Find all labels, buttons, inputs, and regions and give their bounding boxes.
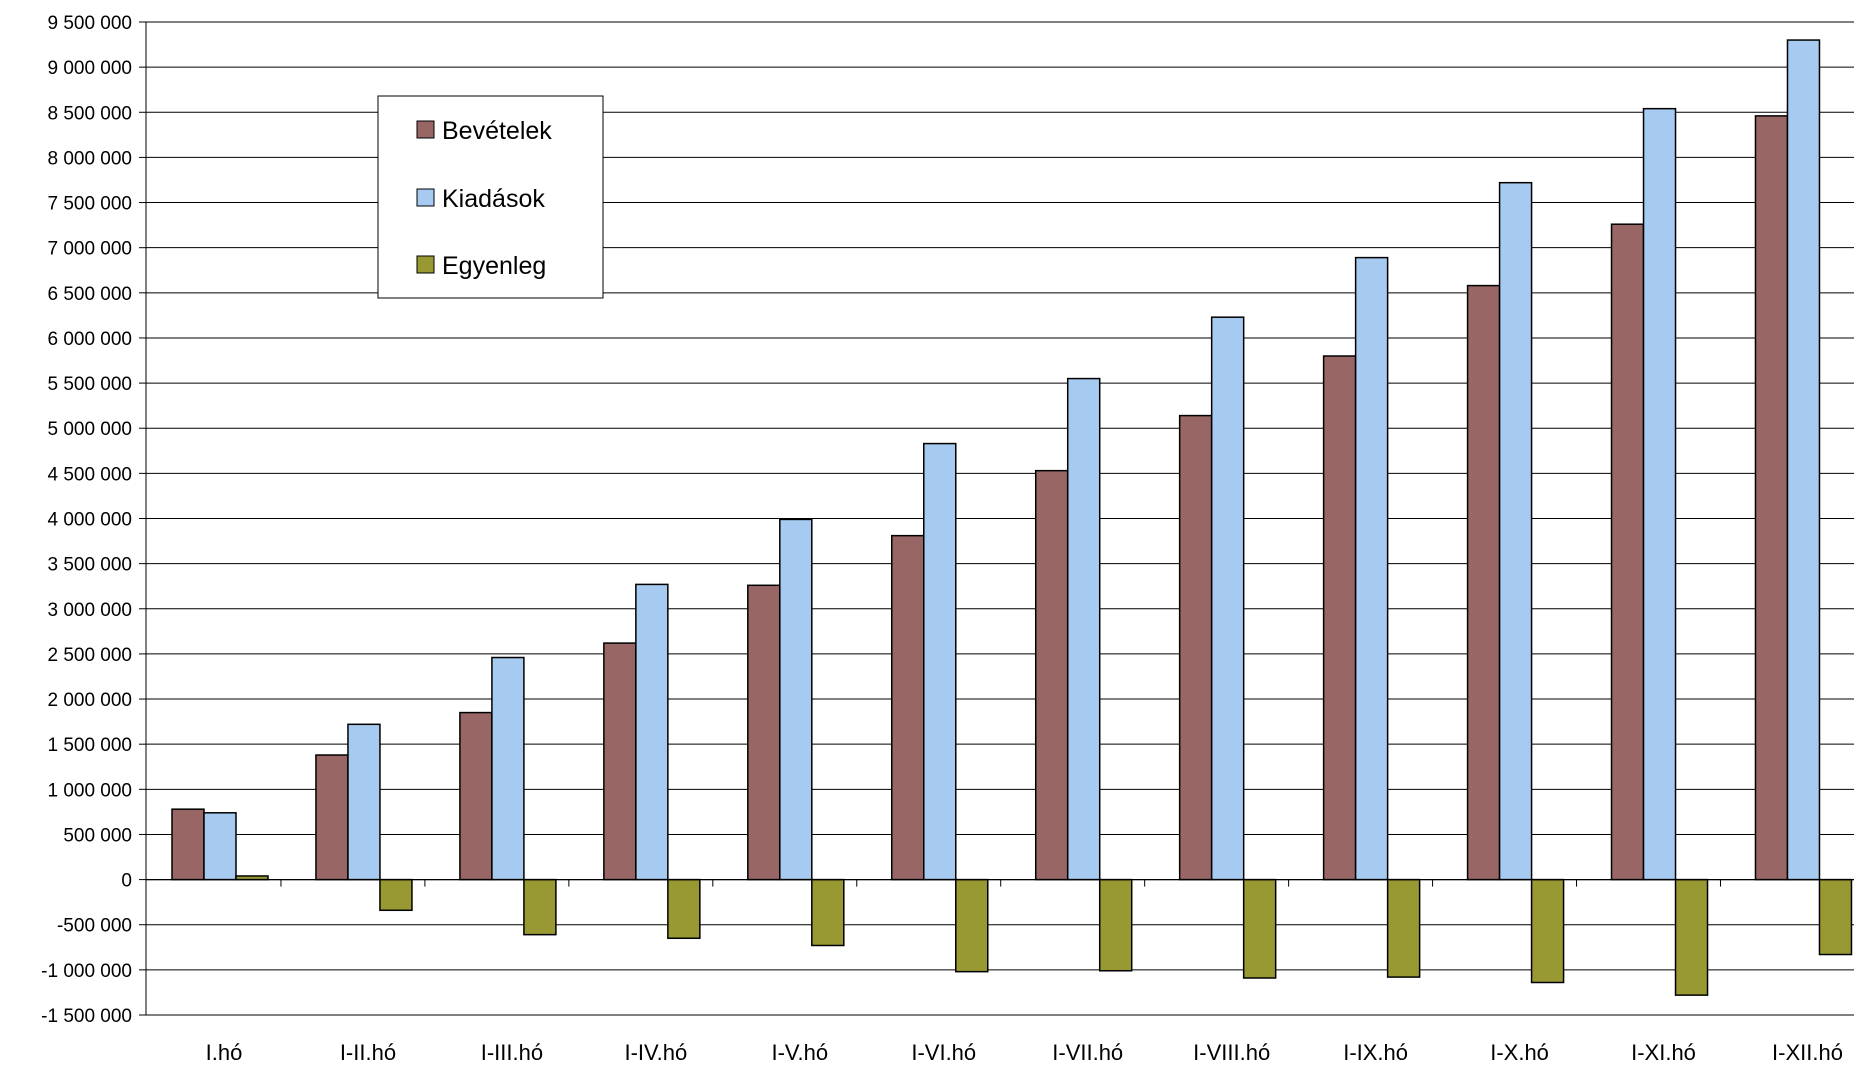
legend-swatch-bevetelek bbox=[416, 120, 435, 139]
bar-bevetelek bbox=[1754, 115, 1789, 881]
bar-egyenleg bbox=[523, 878, 557, 936]
y-axis-tick-labels: 9 500 000 9 000 000 8 500 000 8 000 000 7 50… bbox=[41, 13, 132, 1027]
y-tick-label: -500 000 bbox=[57, 916, 132, 937]
bar-egyenleg bbox=[1098, 878, 1133, 972]
legend-label-kiadasok: Kiadások bbox=[442, 185, 545, 213]
x-tick-label: I-VI.hó bbox=[911, 1040, 976, 1065]
y-tick-label: 4 000 000 bbox=[47, 510, 132, 531]
y-tick-label: 7 000 000 bbox=[47, 239, 132, 260]
y-tick-label: 1 500 000 bbox=[47, 735, 132, 756]
bar-bevetelek bbox=[1178, 414, 1213, 881]
bar-kiadasok bbox=[923, 442, 957, 881]
y-tick-label: 0 bbox=[121, 871, 132, 892]
x-tick-label: I-IV.hó bbox=[624, 1040, 687, 1065]
bar-bevetelek bbox=[315, 754, 349, 881]
y-tick-label: 4 500 000 bbox=[47, 464, 132, 485]
bar-kiadasok bbox=[1210, 316, 1245, 881]
y-tick-label: 2 000 000 bbox=[47, 690, 132, 711]
bar-kiadasok bbox=[491, 656, 525, 881]
y-tick-label: 7 500 000 bbox=[47, 194, 132, 215]
y-tick-label: -1 500 000 bbox=[41, 1006, 132, 1027]
x-tick-label: I-XII.hó bbox=[1772, 1040, 1843, 1065]
legend-swatch-egyenleg bbox=[416, 255, 435, 274]
bar-bevetelek bbox=[603, 642, 637, 881]
y-tick-label: 500 000 bbox=[63, 825, 132, 846]
bars bbox=[171, 39, 1853, 996]
bar-egyenleg bbox=[1242, 878, 1277, 979]
legend-box bbox=[377, 95, 604, 299]
bar-bevetelek bbox=[171, 808, 205, 881]
y-tick-label: 1 000 000 bbox=[47, 780, 132, 801]
bar-bevetelek bbox=[1466, 284, 1501, 881]
y-tick-label: 8 000 000 bbox=[47, 148, 132, 169]
y-tick-label: 9 000 000 bbox=[47, 58, 132, 79]
x-tick-label: I-III.hó bbox=[481, 1040, 543, 1065]
bar-kiadasok bbox=[1498, 181, 1533, 881]
bar-egyenleg bbox=[1818, 878, 1853, 956]
bar-kiadasok bbox=[1642, 107, 1677, 881]
x-tick-label: I-VII.hó bbox=[1052, 1040, 1123, 1065]
x-tick-label: I-IX.hó bbox=[1343, 1040, 1408, 1065]
bar-egyenleg bbox=[1386, 878, 1421, 978]
bar-kiadasok bbox=[203, 812, 237, 881]
y-tick-label: 6 500 000 bbox=[47, 284, 132, 305]
y-tick-label: 6 000 000 bbox=[47, 329, 132, 350]
y-tick-label: 2 500 000 bbox=[47, 645, 132, 666]
bar-bevetelek bbox=[1034, 469, 1069, 881]
bar-kiadasok bbox=[1066, 377, 1101, 881]
x-axis-tick-labels: I.hó I-II.hó I-III.hó I-IV.hó I-V.hó I-VI.hó I… bbox=[206, 1040, 1843, 1065]
bar-kiadasok bbox=[779, 518, 813, 881]
bar-egyenleg bbox=[379, 878, 413, 912]
bar-bevetelek bbox=[459, 711, 493, 881]
y-tick-label: 5 500 000 bbox=[47, 374, 132, 395]
bar-kiadasok bbox=[1354, 256, 1389, 881]
y-tick-label: 9 500 000 bbox=[47, 13, 132, 34]
bar-bevetelek bbox=[747, 584, 781, 881]
bar-bevetelek bbox=[1322, 355, 1357, 881]
bar-egyenleg bbox=[811, 878, 845, 947]
x-tick-label: I-XI.hó bbox=[1631, 1040, 1696, 1065]
bar-egyenleg bbox=[955, 878, 989, 973]
bar-egyenleg bbox=[1674, 878, 1709, 996]
legend: Bevételek Kiadások Egyenleg bbox=[377, 95, 604, 299]
y-tick-label: 8 500 000 bbox=[47, 103, 132, 124]
bar-egyenleg bbox=[667, 878, 701, 940]
bar-kiadasok bbox=[1786, 39, 1821, 881]
y-tick-label: 3 500 000 bbox=[47, 555, 132, 576]
bar-kiadasok bbox=[635, 583, 669, 881]
bar-egyenleg bbox=[1530, 878, 1565, 984]
bar-bevetelek bbox=[1610, 223, 1645, 881]
legend-label-egyenleg: Egyenleg bbox=[442, 252, 546, 280]
x-tick-label: I-V.hó bbox=[771, 1040, 828, 1065]
legend-swatch-kiadasok bbox=[416, 188, 435, 207]
x-tick-label: I.hó bbox=[206, 1040, 243, 1065]
bar-bevetelek bbox=[891, 534, 925, 881]
x-tick-label: I-VIII.hó bbox=[1193, 1040, 1270, 1065]
y-tick-label: -1 000 000 bbox=[41, 961, 132, 982]
x-tick-label: I-X.hó bbox=[1490, 1040, 1549, 1065]
legend-label-bevetelek: Bevételek bbox=[442, 117, 552, 145]
bar-kiadasok bbox=[347, 723, 381, 881]
y-tick-label: 5 000 000 bbox=[47, 419, 132, 440]
y-tick-label: 3 000 000 bbox=[47, 600, 132, 621]
x-tick-label: I-II.hó bbox=[340, 1040, 396, 1065]
axes bbox=[139, 21, 1854, 1016]
